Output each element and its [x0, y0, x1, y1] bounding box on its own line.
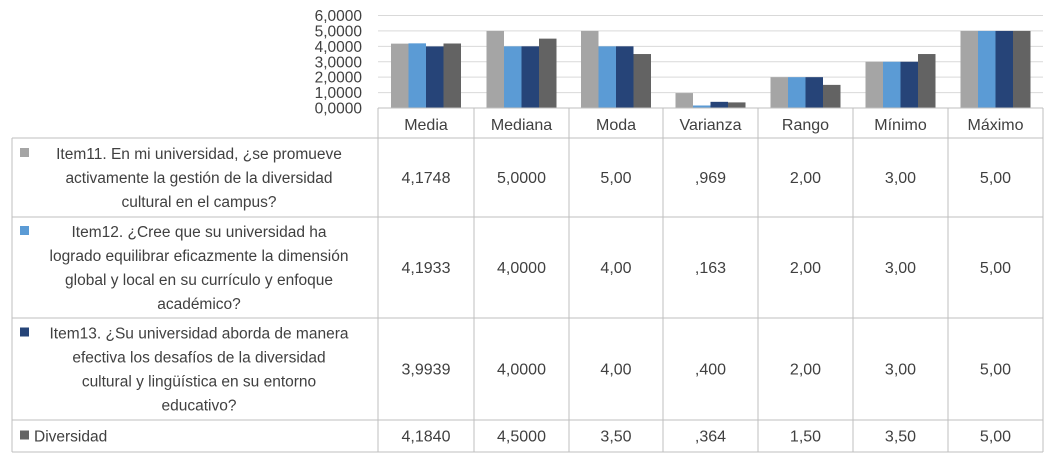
data-label: 3,00: [885, 170, 916, 187]
bar: [616, 46, 634, 108]
bar: [1013, 30, 1031, 109]
category-label: Rango: [782, 117, 829, 134]
bar: [539, 38, 557, 109]
data-label: ,969: [695, 170, 726, 187]
data-label: ,364: [695, 429, 726, 446]
data-label: 4,00: [600, 362, 631, 379]
data-label: 5,00: [980, 429, 1011, 446]
bar: [788, 77, 806, 108]
series-name: efectiva los desafíos de la diversidad: [72, 350, 325, 367]
y-axis-ticks: 0,00001,00002,00003,00004,00005,00006,00…: [315, 8, 363, 118]
bar: [521, 46, 539, 108]
y-tick-label: 5,0000: [315, 23, 363, 40]
series-name: educativo?: [162, 398, 237, 415]
y-tick-label: 1,0000: [315, 85, 363, 102]
category-label: Varianza: [680, 117, 742, 134]
bar: [710, 101, 728, 108]
data-label: 5,00: [980, 362, 1011, 379]
data-label: 3,50: [600, 429, 631, 446]
bar: [598, 46, 616, 108]
series-name: Diversidad: [34, 429, 107, 446]
data-label: 4,1840: [402, 429, 451, 446]
series-name: Item13. ¿Su universidad aborda de manera: [50, 326, 349, 343]
bar: [693, 105, 711, 108]
y-tick-label: 6,0000: [315, 8, 363, 25]
category-label: Máximo: [967, 117, 1023, 134]
data-label: 2,00: [790, 260, 821, 277]
data-label: 5,00: [980, 170, 1011, 187]
category-label: Mínimo: [874, 117, 927, 134]
legend-key: [20, 430, 29, 440]
data-label: ,163: [695, 260, 726, 277]
data-label: 5,0000: [497, 170, 546, 187]
series-name: activamente la gestión de la diversidad: [65, 170, 332, 187]
bar: [408, 43, 426, 108]
data-label: 2,00: [790, 362, 821, 379]
data-label: 2,00: [790, 170, 821, 187]
y-tick-label: 3,0000: [315, 54, 363, 71]
series-name: logrado equilibrar eficazmente la dimens…: [50, 248, 349, 265]
y-tick-label: 2,0000: [315, 70, 363, 87]
bar: [633, 54, 651, 108]
data-label: 5,00: [600, 170, 631, 187]
bar: [770, 77, 788, 108]
legend-key: [20, 148, 29, 157]
data-label: 3,00: [885, 260, 916, 277]
series-name: Item12. ¿Cree que su universidad ha: [71, 224, 326, 241]
bars: [391, 30, 1031, 109]
data-label: 4,0000: [497, 260, 546, 277]
bar: [426, 46, 444, 108]
bar: [960, 30, 978, 109]
bar: [978, 30, 996, 109]
data-label: 4,1933: [402, 260, 451, 277]
data-table: Media Mediana Moda Varianza Rango Mínimo Máxim…: [11, 107, 1044, 453]
bar: [995, 30, 1013, 109]
category-label: Mediana: [491, 117, 552, 134]
y-tick-label: 0,0000: [315, 101, 363, 118]
data-label: 4,1748: [402, 170, 451, 187]
series-name: global y local en su currículo y enfoque: [65, 272, 333, 289]
bar: [581, 30, 599, 109]
bar: [900, 61, 918, 108]
data-label: 3,50: [885, 429, 916, 446]
series-name: cultural y lingüística en su entorno: [82, 374, 316, 391]
series-name: académico?: [157, 296, 241, 313]
series-name: Item11. En mi universidad, ¿se promueve: [56, 146, 342, 163]
bar: [728, 102, 746, 108]
data-label: 3,00: [885, 362, 916, 379]
bar: [391, 43, 409, 108]
category-label: Media: [404, 117, 448, 134]
bar: [865, 61, 883, 108]
gridlines: [378, 15, 1043, 109]
data-label: 3,9939: [402, 362, 451, 379]
series-name: cultural en el campus?: [121, 194, 276, 211]
bar: [675, 93, 693, 108]
data-label: 4,0000: [497, 362, 546, 379]
bar: [504, 46, 522, 108]
y-tick-label: 4,0000: [315, 39, 363, 56]
legend-key: [20, 226, 29, 235]
data-label: 4,00: [600, 260, 631, 277]
bar: [883, 61, 901, 108]
data-label: 5,00: [980, 260, 1011, 277]
data-label: 4,5000: [497, 429, 546, 446]
category-label: Moda: [596, 117, 636, 134]
data-label: ,400: [695, 362, 726, 379]
data-label: 1,50: [790, 429, 821, 446]
bar: [918, 54, 936, 108]
bar: [823, 84, 841, 109]
bar: [805, 77, 823, 108]
legend-key: [20, 327, 29, 337]
bar: [443, 43, 461, 108]
bar: [486, 30, 504, 109]
